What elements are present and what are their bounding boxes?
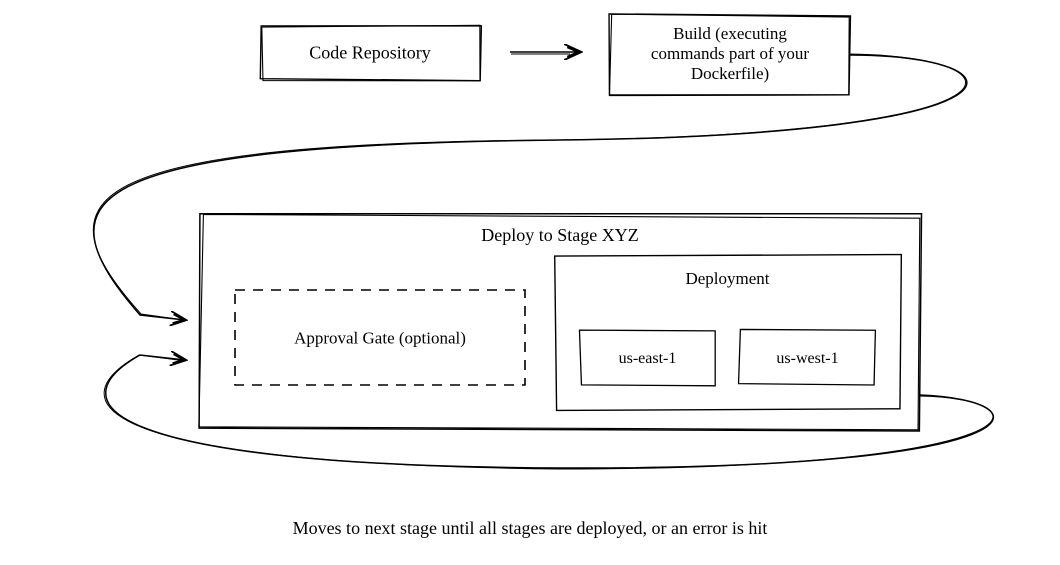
node-region-east: us-east-1	[579, 330, 715, 386]
flowchart-canvas: Code Repository Build (executing command…	[0, 0, 1060, 565]
node-approval-gate: Approval Gate (optional)	[235, 290, 525, 385]
deployment-label: Deployment	[685, 269, 769, 288]
stage-label: Deploy to Stage XYZ	[481, 225, 638, 245]
code-repo-label: Code Repository	[309, 43, 431, 63]
node-build: Build (executing commands part of your D…	[609, 14, 850, 96]
approval-label: Approval Gate (optional)	[294, 328, 466, 347]
build-label-line3: Dockerfile)	[691, 64, 769, 83]
build-label-line2: commands part of your	[651, 44, 809, 63]
region-west-label: us-west-1	[776, 350, 838, 367]
arrow-repo-to-build	[510, 52, 580, 54]
node-region-west: us-west-1	[739, 329, 876, 385]
region-east-label: us-east-1	[619, 350, 677, 367]
node-deployment: Deployment	[555, 255, 902, 411]
arrow-build-to-stage	[93, 54, 967, 320]
node-code-repo: Code Repository	[260, 25, 481, 81]
node-stage-container: Deploy to Stage XYZ	[199, 214, 922, 431]
arrow-loopback	[104, 355, 993, 469]
build-label-line1: Build (executing	[673, 24, 787, 43]
caption-text: Moves to next stage until all stages are…	[293, 518, 768, 538]
